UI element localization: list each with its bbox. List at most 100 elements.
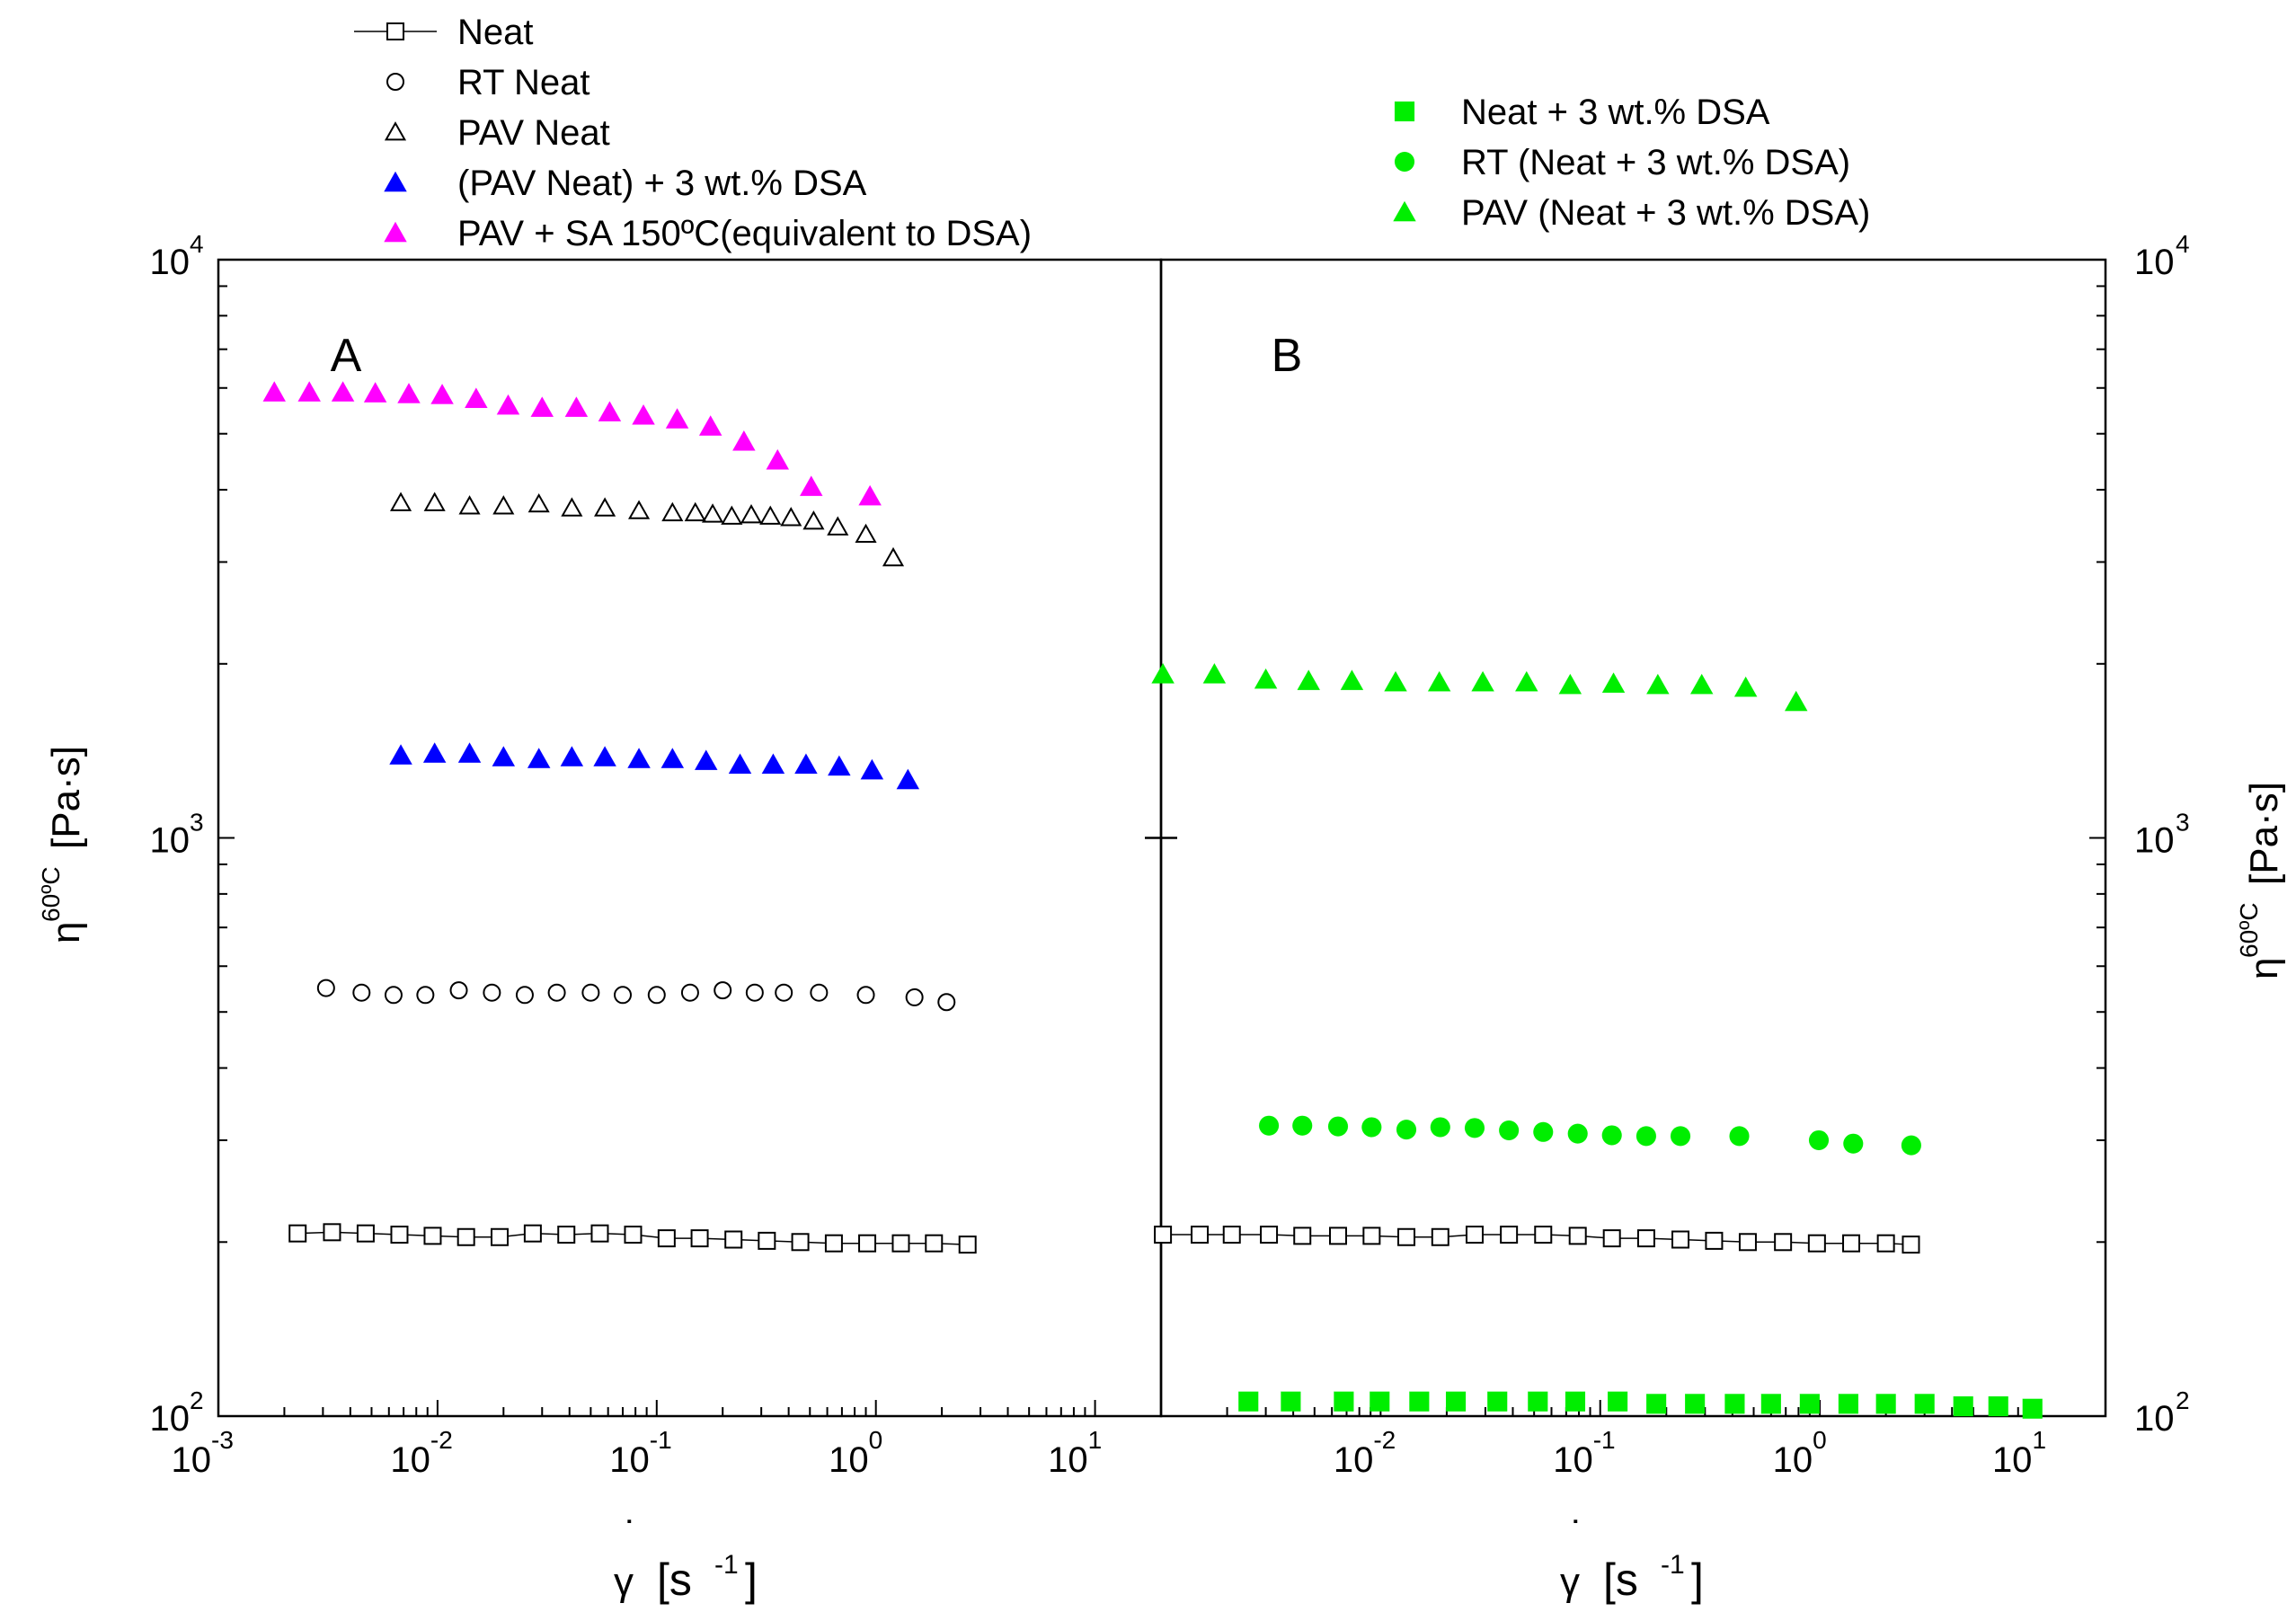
data-point	[1384, 670, 1407, 692]
data-point	[1238, 1391, 1259, 1412]
data-point	[2022, 1398, 2043, 1419]
data-point	[802, 510, 825, 530]
data-point	[828, 755, 851, 776]
x-tick-exp: 0	[869, 1426, 883, 1454]
data-point	[856, 986, 875, 1005]
legend-label: PAV (Neat + 3 wt.% DSA)	[1461, 193, 1870, 233]
data-point	[794, 753, 818, 775]
legend-item: PAV + SA 150ºC(equivalent to DSA)	[384, 214, 1032, 253]
data-point	[759, 505, 782, 525]
legend-label: PAV + SA 150ºC(equivalent to DSA)	[457, 214, 1032, 253]
x-label-dot: ˙	[625, 1513, 638, 1557]
series	[1259, 1115, 1921, 1156]
y-label-symbol: η	[2242, 958, 2286, 979]
data-point	[1259, 1115, 1280, 1136]
data-point	[594, 497, 616, 517]
data-point	[1154, 1226, 1173, 1244]
legend-item: Neat + 3 wt.% DSA	[1394, 93, 1770, 132]
y-axis-title-right: η 60ºC [Pa·s]	[2235, 782, 2286, 979]
data-point	[449, 981, 468, 1000]
legend-marker	[384, 121, 407, 141]
data-point	[824, 1234, 843, 1253]
x-label-exp: -1	[714, 1550, 739, 1580]
x-label-unit: [s	[1603, 1554, 1638, 1605]
data-point	[1988, 1395, 2008, 1417]
x-tick-exp: -3	[211, 1426, 234, 1454]
data-point	[858, 484, 882, 506]
data-point	[1568, 1227, 1587, 1245]
y-tick-label: 10 2	[2134, 1386, 2190, 1439]
series	[316, 979, 956, 1012]
series	[1154, 1226, 1920, 1254]
data-point	[698, 415, 722, 436]
data-point	[632, 404, 655, 425]
x-tick-label: 101	[1992, 1426, 2046, 1480]
data-point	[1601, 1125, 1622, 1146]
y-tick-exp: 2	[2176, 1386, 2190, 1414]
data-point	[1260, 1226, 1279, 1244]
data-point	[458, 495, 481, 515]
data-point	[1738, 1233, 1757, 1252]
data-point	[657, 1229, 676, 1248]
y-tick-base: 10	[150, 821, 191, 861]
legend-marker	[386, 73, 404, 91]
x-label-dot: ˙	[1571, 1513, 1584, 1557]
data-point	[1191, 1226, 1210, 1244]
data-point	[492, 495, 515, 515]
data-point	[684, 501, 706, 522]
data-point	[1281, 1391, 1301, 1412]
data-point	[547, 983, 566, 1002]
y-label-symbol: η	[44, 922, 88, 943]
data-point	[905, 988, 924, 1006]
data-point	[1340, 669, 1364, 690]
plot-frame	[217, 258, 1163, 1418]
data-point	[384, 986, 403, 1005]
data-point	[523, 1224, 542, 1243]
data-point	[1533, 1121, 1554, 1142]
y-tick-label: 10 3	[150, 809, 204, 861]
data-point	[1297, 669, 1320, 690]
data-point	[1293, 1227, 1312, 1245]
data-point	[1685, 1394, 1706, 1414]
data-point	[1427, 670, 1451, 692]
data-point	[527, 492, 550, 513]
x-tick-base: 10	[1773, 1440, 1813, 1480]
data-point	[1558, 673, 1582, 695]
legend-marker	[1393, 200, 1416, 222]
x-tick-base: 10	[1334, 1440, 1374, 1480]
data-point	[331, 381, 355, 402]
y-label-unit: [Pa·s]	[44, 746, 88, 849]
data-point	[262, 381, 286, 402]
data-point	[598, 401, 622, 421]
y-tick-base: 10	[150, 1399, 191, 1439]
x-label-symbol: γ	[614, 1560, 634, 1604]
data-point	[1636, 1126, 1656, 1147]
data-point	[1808, 1129, 1830, 1151]
data-point	[1151, 662, 1175, 684]
data-point	[732, 430, 756, 451]
data-point	[800, 475, 823, 496]
data-point	[1602, 1229, 1621, 1248]
data-point	[1636, 1229, 1655, 1248]
legend-label: (PAV Neat) + 3 wt.% DSA	[457, 164, 867, 203]
data-point	[860, 758, 884, 780]
legend-label: RT (Neat + 3 wt.% DSA)	[1461, 143, 1850, 182]
x-tick-label: 10-1	[1553, 1426, 1615, 1480]
data-point	[557, 1226, 576, 1244]
legend-label: Neat + 3 wt.% DSA	[1461, 93, 1770, 132]
data-point	[1876, 1234, 1895, 1253]
legend-label: PAV Neat	[457, 113, 610, 153]
data-point	[1901, 1135, 1921, 1156]
y-tick-base: 10	[2134, 1399, 2175, 1439]
data-point	[1760, 1394, 1781, 1414]
x-tick-label: 100	[829, 1426, 882, 1480]
x-tick-label: 10-2	[390, 1426, 452, 1480]
data-point	[1534, 1226, 1553, 1244]
data-point	[564, 396, 589, 417]
data-point	[560, 746, 584, 766]
data-point	[624, 1226, 643, 1244]
data-point	[1689, 673, 1714, 695]
x-tick-base: 10	[1553, 1440, 1593, 1480]
y-tick-exp: 3	[2176, 809, 2190, 837]
